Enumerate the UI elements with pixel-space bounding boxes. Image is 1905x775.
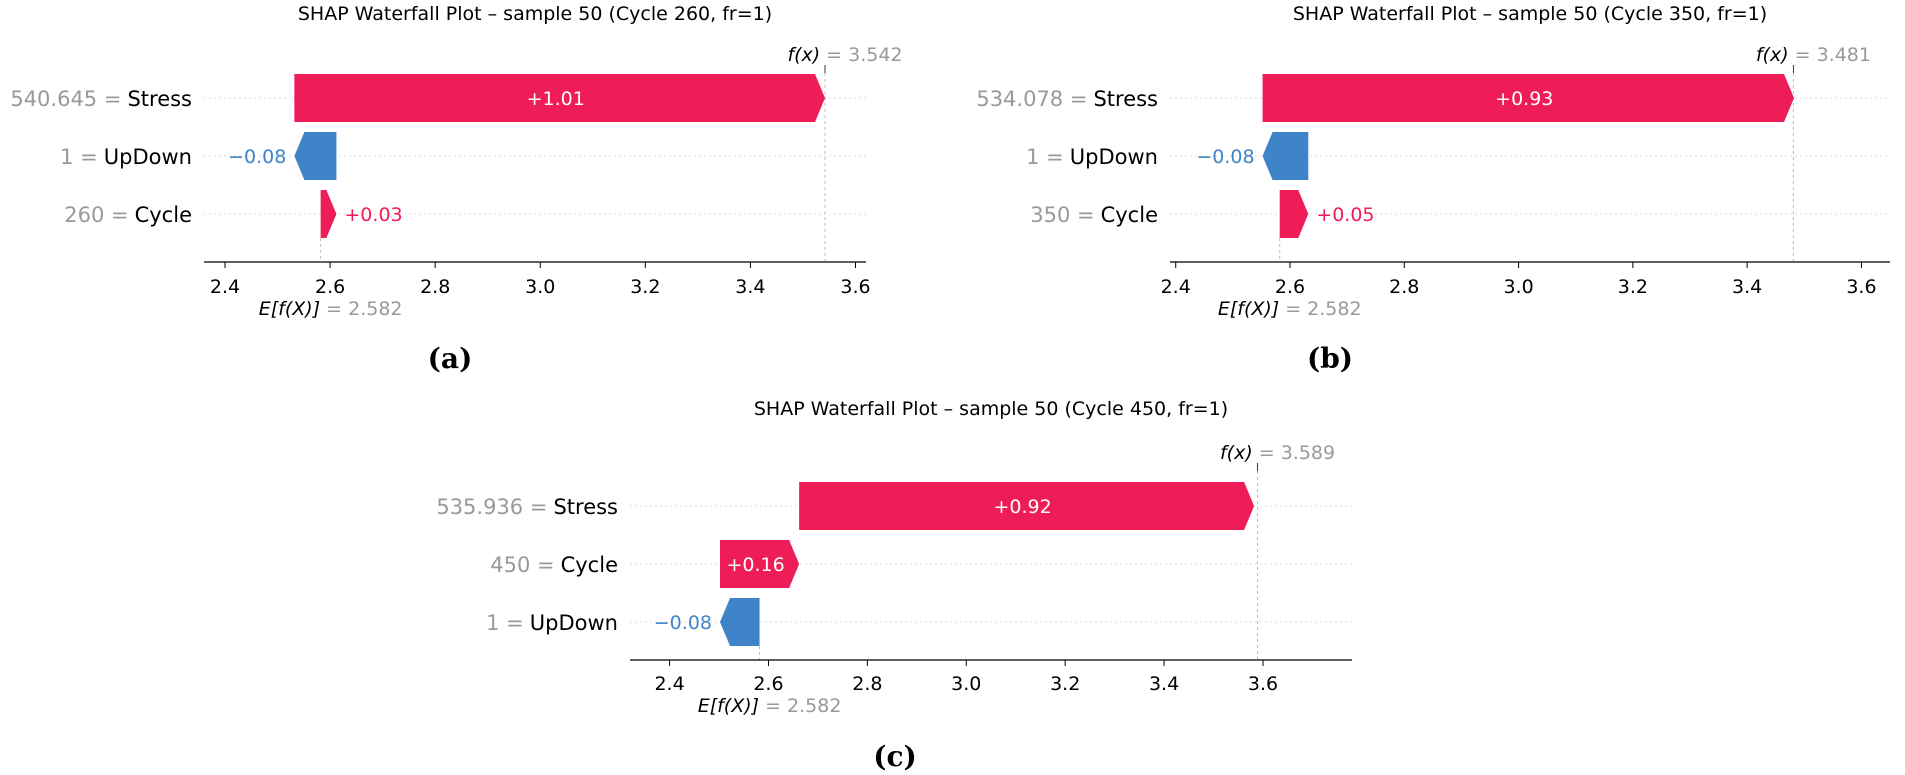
chart-title-b: SHAP Waterfall Plot – sample 50 (Cycle 3… — [1293, 3, 1767, 25]
shap-bar-label: +0.05 — [1316, 204, 1374, 226]
shap-bar-stress — [1262, 74, 1794, 122]
feature-label-updown: 1 = UpDown — [1026, 145, 1158, 169]
shap-bar-stress — [294, 74, 826, 122]
shap-bar-label: +0.93 — [1495, 88, 1553, 110]
x-tick-label: 3.0 — [525, 276, 555, 298]
x-tick-label: 2.4 — [1161, 276, 1191, 298]
output-value-label: f(x) = 3.589 — [1220, 442, 1335, 464]
panel-caption-a: (a) — [428, 342, 473, 375]
shap-bar-stress — [799, 482, 1255, 530]
x-tick-label: 3.4 — [735, 276, 765, 298]
panel-caption-b: (b) — [1307, 342, 1353, 375]
base-value-label: E[f(X)] = 2.582 — [1218, 298, 1362, 320]
x-tick-label: 2.6 — [753, 673, 783, 695]
output-value-label: f(x) = 3.481 — [1756, 44, 1871, 66]
x-tick-label: 3.2 — [630, 276, 660, 298]
shap-bar-cycle — [720, 540, 800, 588]
feature-label-cycle: 450 = Cycle — [490, 553, 618, 577]
x-tick-label: 2.4 — [654, 673, 684, 695]
x-tick-label: 2.8 — [852, 673, 882, 695]
shap-bar-label: +0.16 — [726, 554, 784, 576]
x-tick-label: 3.6 — [840, 276, 870, 298]
chart-title-a: SHAP Waterfall Plot – sample 50 (Cycle 2… — [298, 3, 772, 25]
x-tick-label: 3.2 — [1618, 276, 1648, 298]
x-tick-label: 3.0 — [1503, 276, 1533, 298]
panel-caption-c: (c) — [873, 740, 917, 773]
feature-label-cycle: 260 = Cycle — [64, 203, 192, 227]
feature-label-cycle: 350 = Cycle — [1030, 203, 1158, 227]
x-tick-label: 2.6 — [1275, 276, 1305, 298]
shap-bar-label: +1.01 — [527, 88, 585, 110]
x-tick-label: 3.0 — [951, 673, 981, 695]
feature-label-updown: 1 = UpDown — [60, 145, 192, 169]
x-tick-label: 3.4 — [1732, 276, 1762, 298]
shap-bar-label: −0.08 — [228, 146, 286, 168]
output-value-label: f(x) = 3.542 — [787, 44, 902, 66]
base-value-label: E[f(X)] = 2.582 — [698, 695, 842, 717]
shap-bar-label: +0.92 — [993, 496, 1051, 518]
x-tick-label: 2.4 — [210, 276, 240, 298]
x-tick-label: 3.6 — [1846, 276, 1876, 298]
chart-title-c: SHAP Waterfall Plot – sample 50 (Cycle 4… — [754, 398, 1228, 420]
feature-label-stress: 534.078 = Stress — [976, 87, 1158, 111]
x-tick-label: 2.6 — [315, 276, 345, 298]
shap-bar-cycle — [1279, 190, 1309, 238]
shap-bar-updown — [720, 598, 760, 646]
shap-bar-updown — [294, 132, 337, 180]
x-tick-label: 2.8 — [420, 276, 450, 298]
shap-bar-label: +0.03 — [344, 204, 402, 226]
feature-label-updown: 1 = UpDown — [486, 611, 618, 635]
base-value-label: E[f(X)] = 2.582 — [259, 298, 403, 320]
shap-bar-label: −0.08 — [1196, 146, 1254, 168]
shap-bar-cycle — [320, 190, 337, 238]
shap-bar-label: −0.08 — [654, 612, 712, 634]
x-tick-label: 2.8 — [1389, 276, 1419, 298]
feature-label-stress: 535.936 = Stress — [436, 495, 618, 519]
x-tick-label: 3.4 — [1149, 673, 1179, 695]
shap-bar-updown — [1262, 132, 1309, 180]
x-tick-label: 3.2 — [1050, 673, 1080, 695]
feature-label-stress: 540.645 = Stress — [10, 87, 192, 111]
x-tick-label: 3.6 — [1248, 673, 1278, 695]
